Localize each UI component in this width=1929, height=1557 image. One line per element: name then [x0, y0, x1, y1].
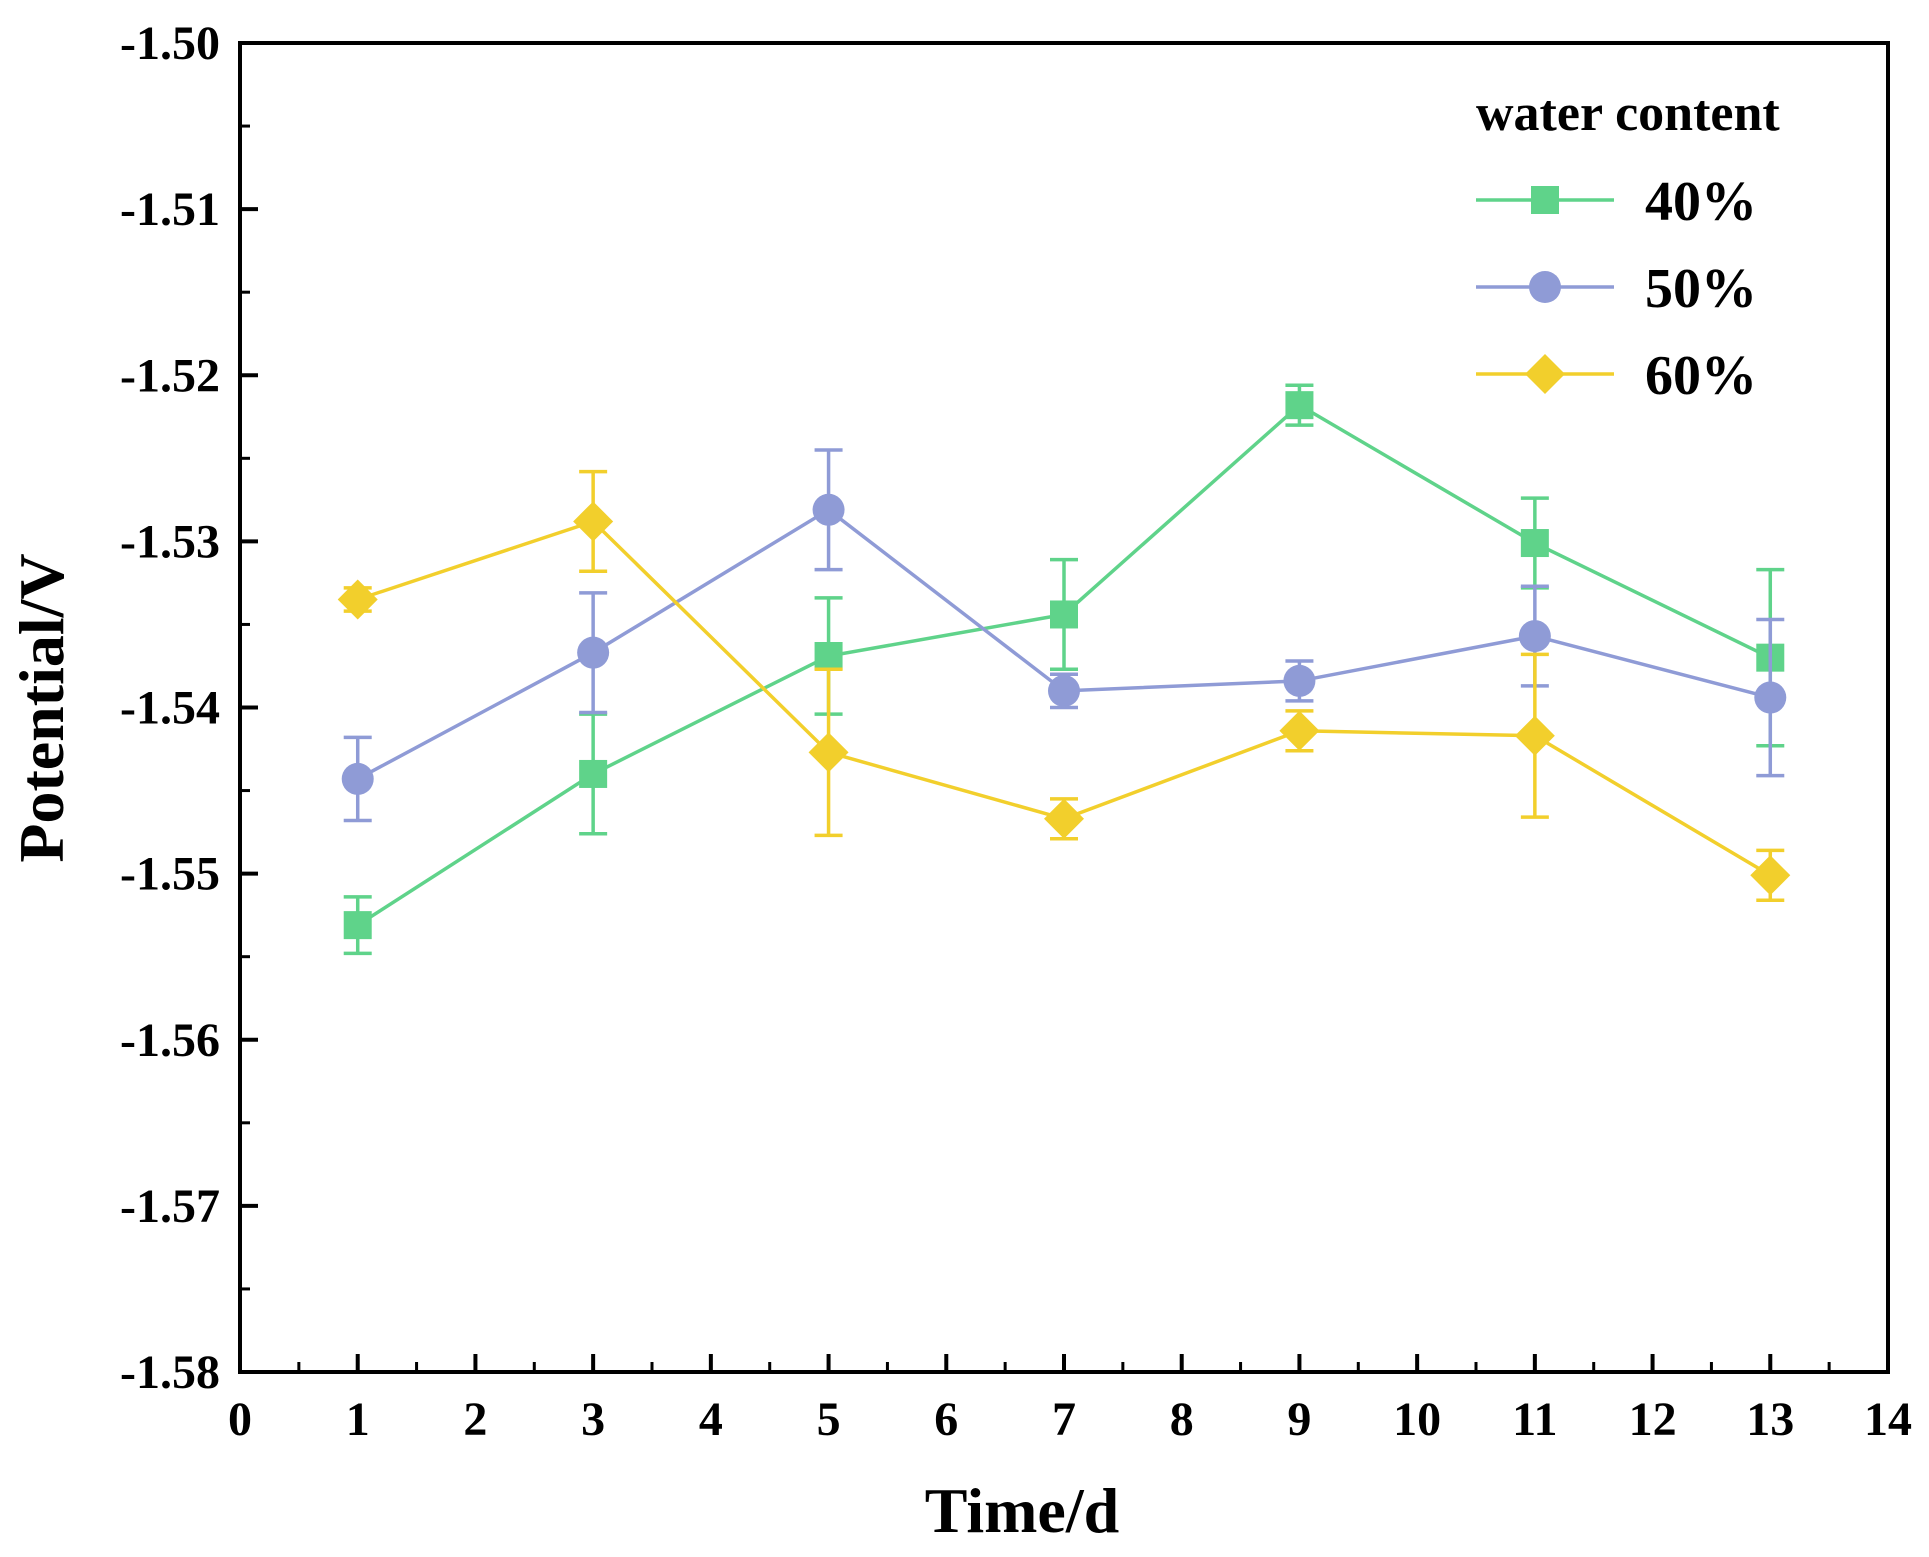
y-tick-label: -1.50	[120, 17, 220, 70]
x-tick-label: 9	[1287, 1393, 1311, 1446]
data-marks	[337, 383, 1791, 956]
x-tick-label: 1	[346, 1393, 370, 1446]
circle-marker	[1518, 620, 1551, 653]
circle-marker	[577, 636, 610, 669]
x-tick-label: 13	[1746, 1393, 1794, 1446]
diamond-marker	[808, 732, 849, 773]
legend-label: 40%	[1645, 171, 1757, 233]
square-marker	[1285, 391, 1314, 420]
circle-marker	[812, 493, 845, 526]
diamond-marker	[1525, 354, 1565, 394]
circle-marker	[1048, 674, 1080, 707]
x-tick-label: 10	[1393, 1393, 1441, 1446]
circle-marker	[1283, 664, 1316, 697]
diamond-marker	[573, 501, 614, 542]
x-tick-label: 7	[1052, 1393, 1076, 1446]
y-tick-label: -1.54	[120, 682, 220, 735]
square-marker	[1050, 600, 1078, 629]
diamond-marker	[1044, 798, 1084, 839]
axes: 0 1 2 3 4 5 6 7 8 9 10 11 12 13 14-1.50-1.51-1.52-1.53…	[120, 17, 1912, 1446]
x-tick-label: 4	[699, 1393, 723, 1446]
y-axis-label: Potential/V	[6, 553, 77, 862]
y-tick-label: -1.57	[120, 1180, 220, 1233]
x-axis-label: Time/d	[925, 1475, 1119, 1546]
diamond-marker	[1750, 855, 1791, 896]
legend-item: 40%	[1476, 171, 1757, 233]
series-50-percent	[341, 448, 1787, 823]
series-40-percent	[343, 383, 1785, 956]
x-tick-label: 12	[1629, 1393, 1677, 1446]
square-marker	[343, 911, 372, 940]
x-tick-label: 2	[463, 1393, 487, 1446]
legend-item: 60%	[1476, 345, 1757, 407]
y-tick-label: -1.53	[120, 515, 220, 568]
y-tick-label: -1.51	[120, 183, 220, 236]
x-tick-label: 8	[1170, 1393, 1194, 1446]
x-tick-label: 3	[581, 1393, 605, 1446]
y-tick-label: -1.56	[120, 1014, 220, 1067]
square-marker	[1531, 186, 1559, 214]
y-tick-label: -1.58	[120, 1346, 220, 1399]
square-marker	[1520, 529, 1549, 558]
circle-marker	[341, 762, 374, 795]
square-marker	[579, 759, 608, 788]
circle-marker	[1529, 271, 1561, 303]
legend-label: 50%	[1645, 258, 1757, 320]
x-tick-label: 14	[1864, 1393, 1912, 1446]
x-tick-label: 11	[1512, 1393, 1557, 1446]
square-marker	[814, 642, 843, 671]
diamond-marker	[1279, 710, 1320, 751]
series-60-percent	[337, 469, 1791, 902]
circle-marker	[1754, 681, 1787, 714]
y-tick-label: -1.52	[120, 349, 220, 402]
legend: water content 40% 50% 60%	[1476, 85, 1780, 407]
legend-item: 50%	[1476, 258, 1757, 320]
x-tick-label: 0	[228, 1393, 252, 1446]
legend-label: 60%	[1645, 345, 1757, 407]
diamond-marker	[337, 579, 378, 620]
y-tick-label: -1.55	[120, 848, 220, 901]
legend-title: water content	[1476, 85, 1780, 142]
x-tick-label: 6	[934, 1393, 958, 1446]
diamond-marker	[1514, 715, 1555, 756]
x-tick-label: 5	[817, 1393, 841, 1446]
